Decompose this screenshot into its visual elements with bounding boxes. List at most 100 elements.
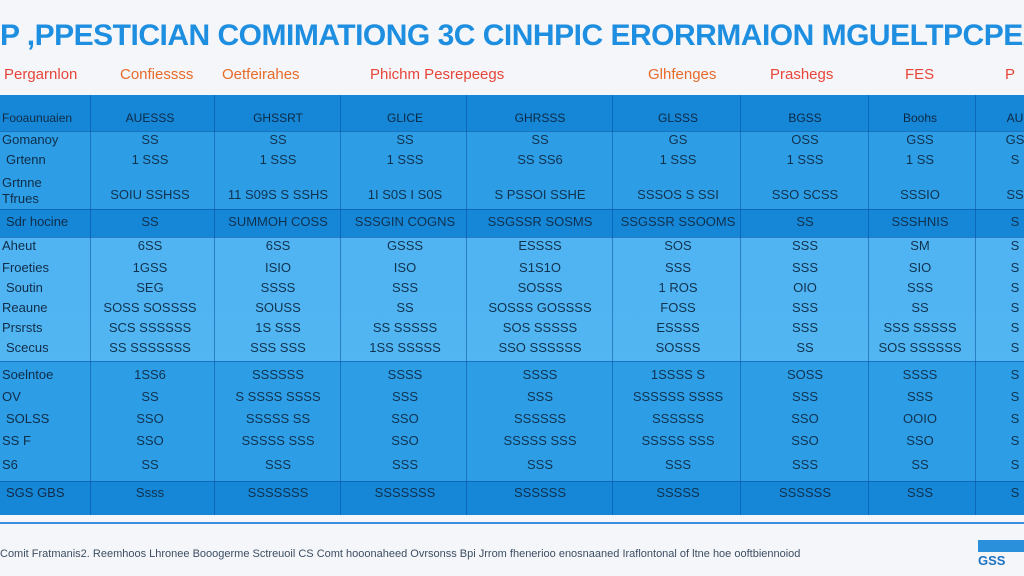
table-cell: SS (141, 132, 159, 147)
table-cell: SS (269, 132, 287, 147)
column-head: AUESSS (125, 111, 175, 125)
table-column-divider (740, 95, 741, 515)
table-cell: SSS (664, 260, 692, 275)
table-cell: SSS SSSSS (883, 320, 957, 335)
table-cell: SS (141, 214, 159, 229)
table-cell: SSS (791, 457, 819, 472)
table-cell: S (1010, 433, 1020, 448)
table-cell: SSSSSSS (247, 485, 309, 500)
table-cell: S1S1O (519, 260, 561, 275)
table-cell: 1 SSS (659, 152, 697, 167)
table-cell: SS (911, 457, 929, 472)
table-column-divider (340, 95, 341, 515)
table-cell: Ssss (135, 485, 165, 500)
table-cell: SSSSS SS (245, 411, 311, 426)
table-cell: SSO (391, 411, 419, 426)
header-label: Oetfeirahes (222, 66, 300, 83)
table-band (0, 237, 1024, 361)
table-cell: SSO SCSS (771, 187, 839, 202)
table-cell: SS (396, 300, 414, 315)
table-cell: SSS (526, 389, 554, 404)
table-cell: SSS (906, 389, 934, 404)
table-band (0, 361, 1024, 481)
table-cell: S SSSS SSSS (235, 389, 321, 404)
row-label: OV (2, 389, 21, 404)
table-column-divider (612, 95, 613, 515)
table-cell: SSS (791, 260, 819, 275)
table-cell: SSO (391, 433, 419, 448)
footer-note: Comit Fratmanis2. Reemhoos Lhronee Booog… (0, 548, 801, 560)
table-cell: SSSGIN COGNS (354, 214, 456, 229)
row-label: Soutin (6, 280, 43, 295)
row-label: Grtenn (6, 152, 46, 167)
column-head: AU (1006, 111, 1024, 125)
table-cell: SSSS (260, 280, 296, 295)
table-cell: 1 ROS (658, 280, 698, 295)
table-column-divider (466, 95, 467, 515)
row-label: SOLSS (6, 411, 50, 426)
table-cell: ESSSS (656, 320, 700, 335)
table-cell: SSS (391, 280, 419, 295)
table-cell: SSSS (387, 367, 423, 382)
table-cell: SSSSSS (251, 367, 305, 382)
row-label: Soelntoe (2, 367, 54, 382)
table-cell: SOSSS (517, 280, 563, 295)
row-label: Froeties (2, 260, 49, 275)
table-cell: SSSSS SSS (503, 433, 577, 448)
table-row-divider (0, 209, 1024, 210)
table-cell: SOSSS GOSSSS (488, 300, 592, 315)
table-cell: SSS (906, 485, 934, 500)
table-cell: SS (141, 457, 159, 472)
table-cell: SSSSSS (651, 411, 705, 426)
table-cell: SSS (791, 300, 819, 315)
table-cell: SSS (791, 320, 819, 335)
table-cell: SUMMOH COSS (228, 214, 328, 229)
table-cell: S (1010, 280, 1020, 295)
table-cell: S (1010, 485, 1020, 500)
table-band (0, 95, 1024, 131)
column-head: Boohs (902, 111, 938, 125)
table-cell: S (1010, 340, 1020, 355)
header-label: Phichm Pesrepeegs (370, 66, 505, 83)
table-cell: SS (1006, 187, 1024, 202)
table-cell: 1SS SSSSS (369, 340, 441, 355)
table-cell: SSS (264, 457, 292, 472)
table-cell: S (1010, 300, 1020, 315)
header-label: Prashegs (770, 66, 834, 83)
table-cell: SSO (136, 433, 164, 448)
table-cell: S (1010, 214, 1020, 229)
table-cell: S (1010, 152, 1020, 167)
divider (0, 522, 1024, 524)
table-cell: SEG (136, 280, 164, 295)
table-column-divider (90, 95, 91, 515)
table-cell: ISIO (264, 260, 292, 275)
table-cell: SSO (791, 411, 819, 426)
row-label: Reaune (2, 300, 48, 315)
table-cell: GS (1005, 132, 1024, 147)
brand-logo: GSS (978, 540, 1024, 568)
table-row-divider (0, 481, 1024, 482)
table-cell: SOSS (786, 367, 824, 382)
table-cell: SS (911, 300, 929, 315)
header-label: FES (905, 66, 935, 83)
table-row-divider (0, 131, 1024, 132)
table-cell: SSS (791, 238, 819, 253)
table-cell: 1I S0S I S0S (367, 187, 443, 202)
header-label: Confiessss (120, 66, 194, 83)
table-cell: SS (531, 132, 549, 147)
table-cell: 6SS (265, 238, 291, 253)
row-label: Sdr hocine (6, 214, 69, 229)
table-cell: S (1010, 320, 1020, 335)
table-cell: SS (796, 340, 814, 355)
table-cell: SSO (791, 433, 819, 448)
table-cell: GSS (906, 132, 934, 147)
table-cell: GSSS (386, 238, 424, 253)
logo-text: GSS (978, 553, 1006, 568)
table-cell: SSGSSR SSOOMS (620, 214, 736, 229)
table-cell: SSS (391, 389, 419, 404)
table-cell: SS SSSSSSS (109, 340, 191, 355)
table-cell: 1 SSS (386, 152, 424, 167)
table-cell: SM (910, 238, 930, 253)
table-cell: SSGSSR SOSMS (487, 214, 593, 229)
table-cell: SSS SSS (250, 340, 306, 355)
